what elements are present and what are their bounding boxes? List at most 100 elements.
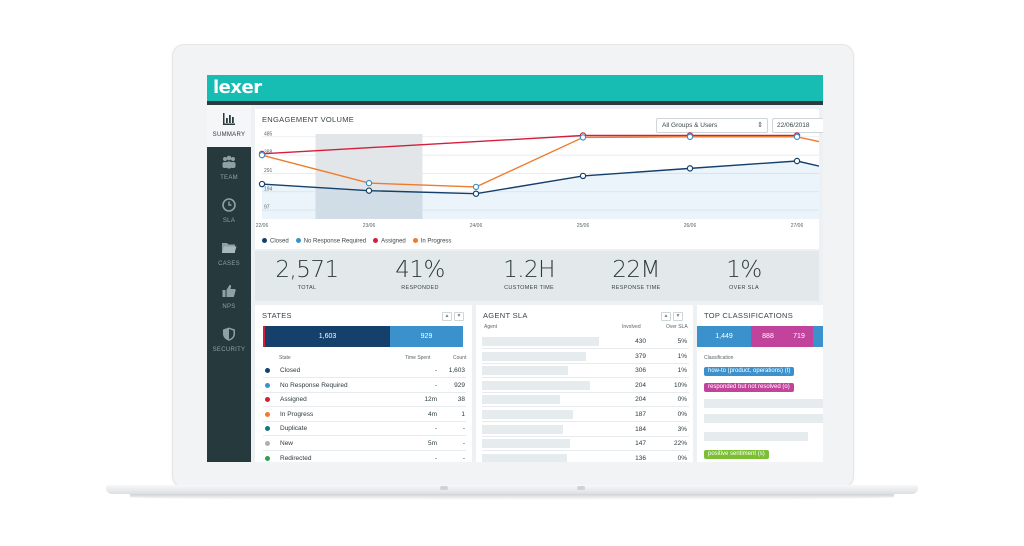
classification-bar-segment[interactable]: 719 (785, 326, 813, 347)
chart-legend: Closed No Response Required Assigned In Pro… (262, 238, 458, 245)
sidebar-item-cases[interactable]: CASES (207, 234, 251, 276)
shield-icon (223, 327, 235, 341)
state-time: 5m (427, 440, 437, 447)
sidebar-item-security[interactable]: SECURITY (207, 320, 251, 362)
classification-bar-segment[interactable]: 1,449 (697, 326, 751, 347)
sidebar-item-sla[interactable]: SLA (207, 191, 251, 233)
agent-over-sla: 10% (673, 381, 687, 389)
table-row[interactable]: 204 0% (482, 392, 689, 408)
bar-chart-icon (223, 113, 235, 125)
classification-tag[interactable]: how-to (product, operations) (t) (704, 367, 795, 376)
state-time: 12m (424, 396, 437, 404)
table-row[interactable]: Redirected - - (263, 452, 466, 462)
app-header: lexer (207, 75, 823, 101)
sidebar-label: NPS (222, 304, 236, 310)
agent-over-sla: 0% (677, 454, 687, 462)
stat-over-sla: 1% OVER SLA (694, 257, 794, 291)
state-dot (265, 382, 270, 388)
table-row[interactable]: 379 1% (482, 349, 689, 364)
sidebar-item-nps[interactable]: NPS (207, 277, 251, 319)
classification-placeholder (704, 414, 823, 423)
state-name: New (280, 440, 294, 447)
agent-involved: 187 (635, 411, 646, 418)
warning-filter-icon[interactable]: ▲ (661, 312, 671, 321)
classification-tag[interactable]: positive sentiment (s) (704, 450, 769, 459)
agent-over-sla: 0% (677, 411, 687, 418)
funnel-filter-icon[interactable]: ▼ (673, 312, 683, 321)
lexer-logo[interactable]: lexer (213, 77, 262, 98)
table-row[interactable]: In Progress 4m 1 (263, 408, 466, 422)
group-filter-select[interactable]: All Groups & Users ⇕ (656, 118, 768, 133)
table-row[interactable]: No Response Required - 929 (263, 379, 466, 393)
sla-header-over: Over SLA (666, 324, 688, 330)
classification-tag[interactable]: responded but not resolved (o) (704, 383, 794, 392)
stat-label: OVER SLA (729, 285, 759, 291)
table-row[interactable]: 204 10% (482, 378, 689, 393)
sla-header-involved: Involved (622, 324, 641, 330)
legend-label: No Response Required (303, 238, 367, 245)
table-row[interactable]: Assigned 12m 38 (263, 393, 466, 408)
sidebar-label: TEAM (220, 175, 238, 181)
x-tick-label: 26/06 (684, 223, 697, 229)
agent-over-sla: 1% (677, 352, 687, 360)
y-tick-label: 291 (264, 168, 273, 174)
stat-responded: 41% RESPONDED (370, 257, 470, 291)
legend-item[interactable]: Assigned (373, 238, 406, 245)
table-row[interactable]: Duplicate - - (263, 422, 466, 437)
table-row[interactable]: 184 3% (482, 422, 689, 437)
state-dot (265, 441, 270, 446)
states-bar-segment[interactable]: 929 (390, 326, 463, 347)
laptop-screen: lexer SUMMARY TEAM (207, 75, 823, 462)
stat-value: 1.2H (503, 257, 555, 283)
legend-item[interactable]: Closed (262, 238, 289, 245)
table-row[interactable]: 306 1% (482, 363, 689, 379)
data-point (793, 157, 801, 165)
agent-involved: 184 (635, 425, 646, 433)
agent-name-placeholder (482, 424, 563, 434)
engagement-title: ENGAGEMENT VOLUME (262, 115, 355, 124)
states-bar-accent (263, 326, 265, 347)
sidebar-item-team[interactable]: TEAM (207, 148, 251, 190)
agent-sla-card: AGENT SLA ▲ ▼ Agent Involved Over SLA 43… (476, 305, 693, 462)
stat-label: RESPONSE TIME (611, 285, 661, 291)
state-time: 4m (427, 410, 437, 418)
data-point (686, 133, 694, 141)
engagement-line-chart[interactable]: 97 194 291 388 485 22/06 23/06 24/06 25/06 26/06 2… (255, 109, 819, 229)
agent-involved: 147 (635, 440, 646, 448)
data-point (472, 190, 480, 197)
laptop-base (106, 485, 918, 494)
sidebar-label: SUMMARY (212, 132, 246, 138)
states-stacked-bar[interactable]: 1,603 929 (263, 326, 463, 347)
state-time: - (434, 425, 437, 433)
header-strip (207, 101, 823, 105)
table-row[interactable]: 187 0% (482, 407, 689, 422)
state-dot (265, 368, 270, 373)
sidebar-item-summary[interactable]: SUMMARY (207, 105, 251, 147)
agent-involved: 379 (635, 352, 646, 360)
state-name: Duplicate (280, 425, 308, 433)
table-row[interactable]: 430 5% (482, 334, 689, 349)
clock-icon (222, 198, 236, 212)
classification-bar-segment[interactable]: 888 (751, 326, 785, 347)
classification-placeholder (704, 432, 808, 441)
agent-involved: 306 (635, 367, 646, 375)
table-row[interactable]: 136 0% (482, 451, 689, 462)
state-count: - (462, 425, 465, 433)
legend-item[interactable]: No Response Required (295, 238, 367, 245)
top-classifications-card: TOP CLASSIFICATIONS 1,449 888 719 Classifi… (697, 305, 823, 462)
funnel-filter-icon[interactable]: ▼ (454, 312, 464, 321)
table-row[interactable]: New 5m - (263, 437, 466, 451)
classification-bar-segment-other[interactable] (813, 326, 823, 347)
state-name: Assigned (280, 396, 307, 404)
table-row[interactable]: Closed - 1,603 (263, 364, 466, 378)
state-dot (265, 397, 270, 403)
closed-area (262, 161, 819, 219)
stat-value: 22M (612, 257, 660, 283)
warning-filter-icon[interactable]: ▲ (442, 312, 452, 321)
table-row[interactable]: 147 22% (482, 436, 689, 452)
sidebar-label: CASES (218, 261, 240, 267)
state-dot (265, 455, 270, 461)
classifications-stacked-bar[interactable]: 1,449 888 719 (697, 326, 823, 347)
legend-item[interactable]: In Progress (412, 238, 451, 245)
states-bar-segment[interactable]: 1,603 (265, 326, 390, 347)
